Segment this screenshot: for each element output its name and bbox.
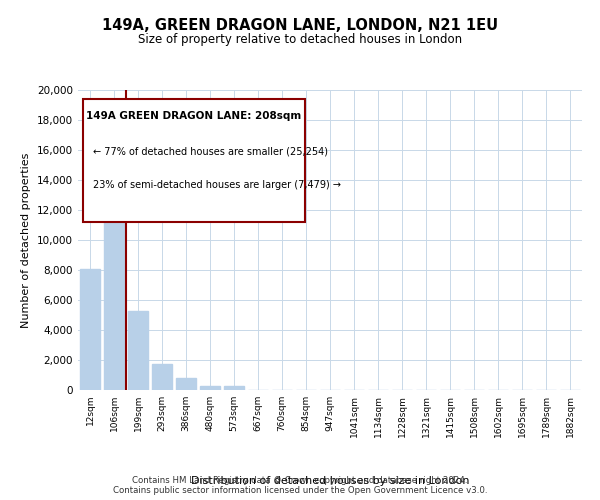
Text: ← 77% of detached houses are smaller (25,254): ← 77% of detached houses are smaller (25…	[93, 147, 328, 157]
Bar	[104, 142, 124, 390]
Bar	[224, 386, 244, 390]
Text: 149A, GREEN DRAGON LANE, LONDON, N21 1EU: 149A, GREEN DRAGON LANE, LONDON, N21 1EU	[102, 18, 498, 32]
Text: Size of property relative to detached houses in London: Size of property relative to detached ho…	[138, 32, 462, 46]
Bar	[200, 386, 220, 390]
Bar	[80, 268, 100, 390]
Text: 149A GREEN DRAGON LANE: 208sqm: 149A GREEN DRAGON LANE: 208sqm	[86, 111, 302, 121]
Bar	[152, 364, 172, 390]
X-axis label: Distribution of detached houses by size in London: Distribution of detached houses by size …	[191, 476, 469, 486]
Text: 23% of semi-detached houses are larger (7,479) →: 23% of semi-detached houses are larger (…	[93, 180, 341, 190]
Text: Contains public sector information licensed under the Open Government Licence v3: Contains public sector information licen…	[113, 486, 487, 495]
Bar	[176, 378, 196, 390]
Y-axis label: Number of detached properties: Number of detached properties	[22, 152, 31, 328]
Text: Contains HM Land Registry data © Crown copyright and database right 2024.: Contains HM Land Registry data © Crown c…	[132, 476, 468, 485]
FancyBboxPatch shape	[83, 99, 305, 222]
Bar	[128, 310, 148, 390]
